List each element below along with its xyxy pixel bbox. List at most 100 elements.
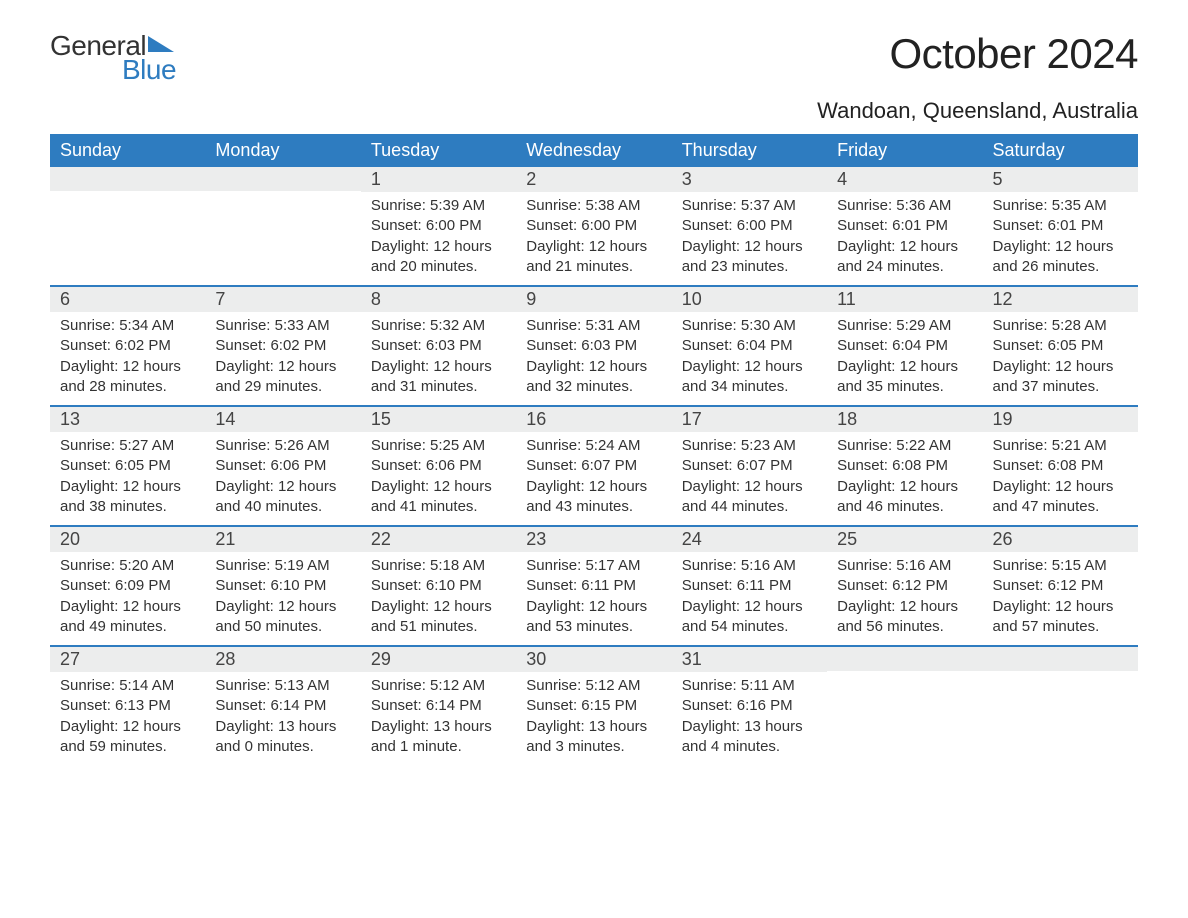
sunset-text: Sunset: 6:09 PM [60,576,195,596]
day-number: 9 [526,289,536,309]
sunset-text: Sunset: 6:00 PM [526,216,661,236]
sunset-text: Sunset: 6:07 PM [682,456,817,476]
sunset-text: Sunset: 6:08 PM [837,456,972,476]
calendar-cell: 20Sunrise: 5:20 AMSunset: 6:09 PMDayligh… [50,527,205,645]
daynum-row: 31 [672,647,827,672]
day-body: Sunrise: 5:31 AMSunset: 6:03 PMDaylight:… [516,312,671,405]
sunset-text: Sunset: 6:10 PM [215,576,350,596]
sunrise-text: Sunrise: 5:25 AM [371,436,506,456]
daynum-row: 25 [827,527,982,552]
sunrise-text: Sunrise: 5:39 AM [371,196,506,216]
day-number: 13 [60,409,80,429]
daynum-row: 7 [205,287,360,312]
calendar-cell: 8 Sunrise: 5:32 AMSunset: 6:03 PMDaylight… [361,287,516,405]
day-body: Sunrise: 5:21 AMSunset: 6:08 PMDaylight:… [983,432,1138,525]
daylight-text: Daylight: 12 hours and 31 minutes. [371,357,506,398]
daylight-text: Daylight: 13 hours and 4 minutes. [682,717,817,758]
daylight-text: Daylight: 12 hours and 29 minutes. [215,357,350,398]
dayhead-sun: Sunday [50,134,205,167]
sunrise-text: Sunrise: 5:30 AM [682,316,817,336]
sunrise-text: Sunrise: 5:20 AM [60,556,195,576]
day-body: Sunrise: 5:13 AMSunset: 6:14 PMDaylight:… [205,672,360,765]
sunset-text: Sunset: 6:02 PM [215,336,350,356]
day-number: 5 [993,169,1003,189]
sunrise-text: Sunrise: 5:17 AM [526,556,661,576]
sunrise-text: Sunrise: 5:16 AM [682,556,817,576]
daynum-row: 1 [361,167,516,192]
day-number: 17 [682,409,702,429]
sunrise-text: Sunrise: 5:37 AM [682,196,817,216]
day-body: Sunrise: 5:27 AMSunset: 6:05 PMDaylight:… [50,432,205,525]
daynum-row [50,167,205,191]
daynum-row: 4 [827,167,982,192]
sunrise-text: Sunrise: 5:12 AM [526,676,661,696]
daynum-row: 10 [672,287,827,312]
calendar-cell: 4Sunrise: 5:36 AMSunset: 6:01 PMDaylight… [827,167,982,285]
sunset-text: Sunset: 6:16 PM [682,696,817,716]
day-body: Sunrise: 5:18 AMSunset: 6:10 PMDaylight:… [361,552,516,645]
day-number: 1 [371,169,381,189]
day-number: 21 [215,529,235,549]
day-body: Sunrise: 5:39 AMSunset: 6:00 PMDaylight:… [361,192,516,285]
sunset-text: Sunset: 6:11 PM [526,576,661,596]
day-body: Sunrise: 5:19 AMSunset: 6:10 PMDaylight:… [205,552,360,645]
day-header-row: Sunday Monday Tuesday Wednesday Thursday… [50,134,1138,167]
sunrise-text: Sunrise: 5:21 AM [993,436,1128,456]
calendar-cell: 30Sunrise: 5:12 AMSunset: 6:15 PMDayligh… [516,647,671,765]
day-body: Sunrise: 5:32 AMSunset: 6:03 PMDaylight:… [361,312,516,405]
calendar-cell: 21 Sunrise: 5:19 AMSunset: 6:10 PMDayligh… [205,527,360,645]
calendar-cell: 23Sunrise: 5:17 AMSunset: 6:11 PMDayligh… [516,527,671,645]
daylight-text: Daylight: 12 hours and 24 minutes. [837,237,972,278]
daynum-row: 12 [983,287,1138,312]
day-body: Sunrise: 5:25 AMSunset: 6:06 PMDaylight:… [361,432,516,525]
daylight-text: Daylight: 12 hours and 57 minutes. [993,597,1128,638]
daylight-text: Daylight: 12 hours and 32 minutes. [526,357,661,398]
day-number: 19 [993,409,1013,429]
sunset-text: Sunset: 6:11 PM [682,576,817,596]
sunset-text: Sunset: 6:05 PM [993,336,1128,356]
day-body: Sunrise: 5:14 AMSunset: 6:13 PMDaylight:… [50,672,205,765]
calendar-cell: 7Sunrise: 5:33 AMSunset: 6:02 PMDaylight… [205,287,360,405]
daynum-row: 2 [516,167,671,192]
sunset-text: Sunset: 6:06 PM [371,456,506,476]
calendar-cell: 31Sunrise: 5:11 AMSunset: 6:16 PMDayligh… [672,647,827,765]
daynum-row: 8 [361,287,516,312]
logo: General Blue [50,30,210,86]
day-number: 23 [526,529,546,549]
day-number: 18 [837,409,857,429]
day-number: 10 [682,289,702,309]
calendar-cell: 12Sunrise: 5:28 AMSunset: 6:05 PMDayligh… [983,287,1138,405]
day-number: 24 [682,529,702,549]
daynum-row: 14 [205,407,360,432]
day-number: 8 [371,289,381,309]
sunrise-text: Sunrise: 5:19 AM [215,556,350,576]
day-number: 26 [993,529,1013,549]
day-body: Sunrise: 5:11 AMSunset: 6:16 PMDaylight:… [672,672,827,765]
sunset-text: Sunset: 6:10 PM [371,576,506,596]
daylight-text: Daylight: 12 hours and 49 minutes. [60,597,195,638]
daynum-row: 5 [983,167,1138,192]
day-number: 2 [526,169,536,189]
sunset-text: Sunset: 6:15 PM [526,696,661,716]
daynum-row: 9 [516,287,671,312]
calendar-cell: 9 Sunrise: 5:31 AMSunset: 6:03 PMDaylight… [516,287,671,405]
day-body: Sunrise: 5:24 AMSunset: 6:07 PMDaylight:… [516,432,671,525]
sunrise-text: Sunrise: 5:31 AM [526,316,661,336]
calendar-cell [205,167,360,285]
sunset-text: Sunset: 6:12 PM [993,576,1128,596]
daylight-text: Daylight: 12 hours and 46 minutes. [837,477,972,518]
calendar-cell: 3Sunrise: 5:37 AMSunset: 6:00 PMDaylight… [672,167,827,285]
calendar-cell: 29Sunrise: 5:12 AMSunset: 6:14 PMDayligh… [361,647,516,765]
daynum-row: 21 [205,527,360,552]
week-row: 20Sunrise: 5:20 AMSunset: 6:09 PMDayligh… [50,525,1138,645]
daylight-text: Daylight: 12 hours and 35 minutes. [837,357,972,398]
sunset-text: Sunset: 6:14 PM [215,696,350,716]
daynum-row: 15 [361,407,516,432]
dayhead-thu: Thursday [672,134,827,167]
daynum-row: 30 [516,647,671,672]
week-row: 1Sunrise: 5:39 AMSunset: 6:00 PMDaylight… [50,167,1138,285]
calendar-cell: 10 Sunrise: 5:30 AMSunset: 6:04 PMDayligh… [672,287,827,405]
day-body: Sunrise: 5:30 AMSunset: 6:04 PMDaylight:… [672,312,827,405]
day-body: Sunrise: 5:26 AMSunset: 6:06 PMDaylight:… [205,432,360,525]
sunset-text: Sunset: 6:04 PM [682,336,817,356]
